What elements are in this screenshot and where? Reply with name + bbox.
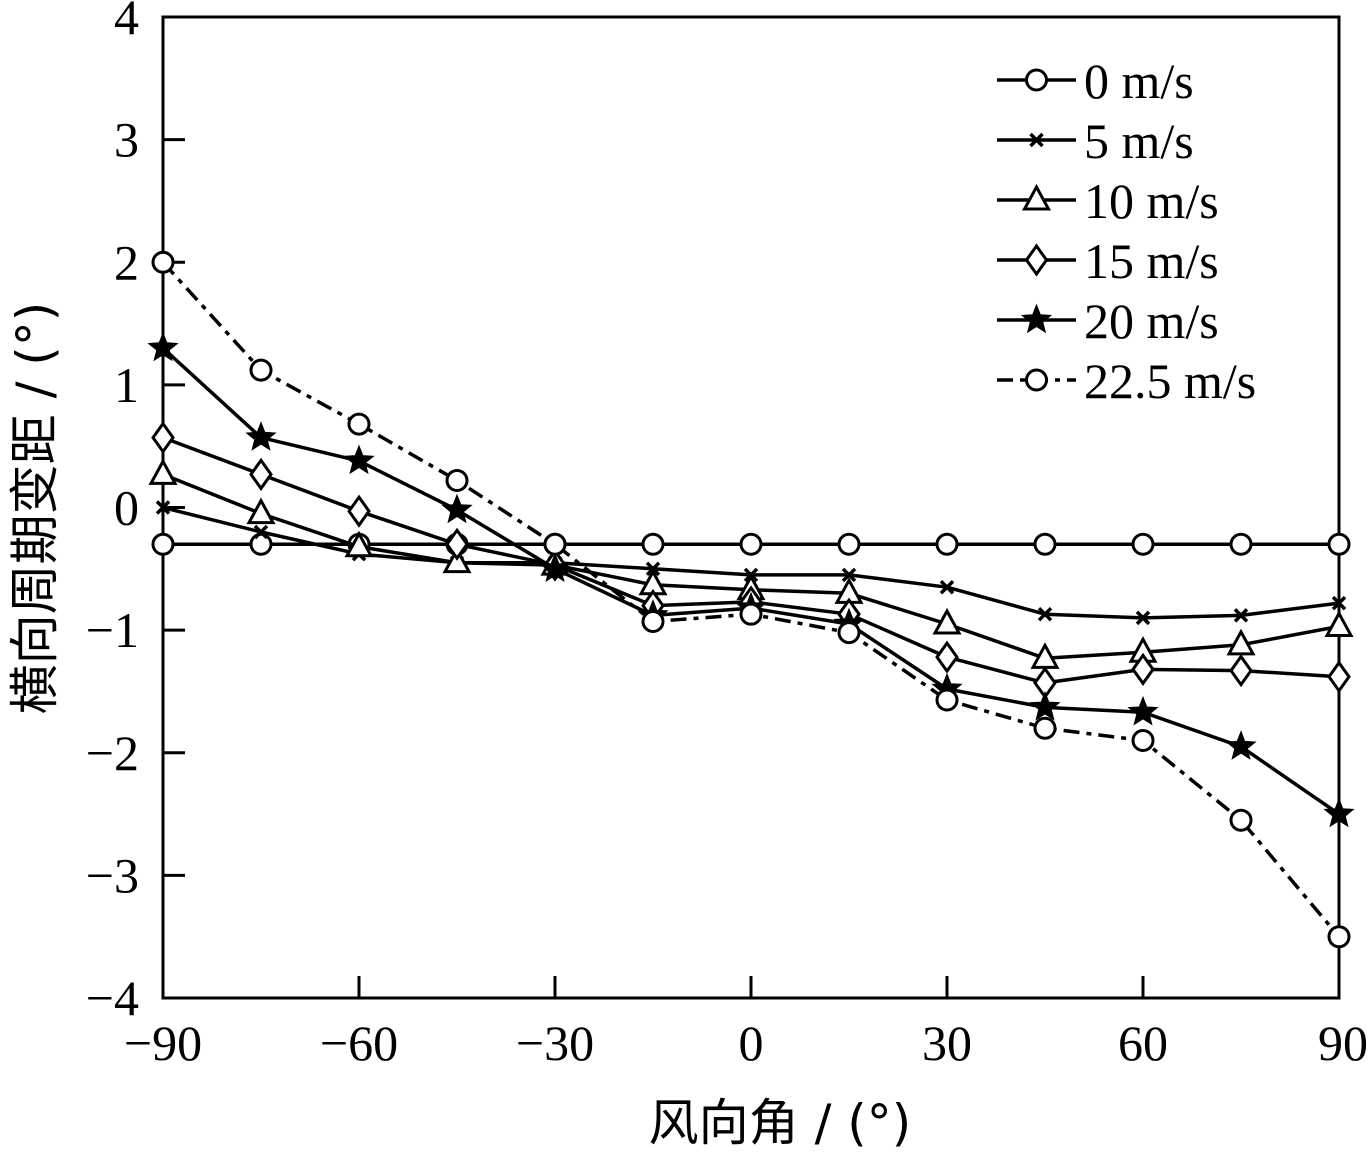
legend: 0 m/s5 m/s10 m/s15 m/s20 m/s22.5 m/s	[997, 53, 1256, 409]
data-point	[739, 602, 763, 626]
data-point	[539, 552, 571, 583]
data-point	[343, 444, 375, 475]
y-tick-label: −1	[86, 602, 139, 658]
data-point	[1037, 606, 1053, 622]
legend-label: 0 m/s	[1084, 53, 1194, 109]
legend-label: 15 m/s	[1084, 233, 1219, 289]
y-tick-label: 4	[114, 0, 139, 45]
data-point	[347, 494, 371, 528]
data-point	[155, 500, 171, 515]
series-4	[151, 421, 1351, 700]
legend-item: 0 m/s	[997, 53, 1194, 109]
legend-marker	[1020, 303, 1053, 334]
x-axis-title: 风向角 / (°)	[649, 1094, 912, 1152]
data-point	[1327, 660, 1351, 694]
data-point	[151, 250, 175, 274]
series-layer	[147, 250, 1355, 949]
legend-label: 22.5 m/s	[1084, 353, 1256, 409]
data-point	[151, 421, 175, 455]
y-tick-label: 0	[114, 480, 139, 536]
legend-marker	[1024, 243, 1049, 277]
data-point	[1229, 532, 1253, 556]
legend-marker	[1021, 183, 1052, 211]
data-point	[344, 530, 374, 558]
data-point	[445, 469, 469, 493]
y-tick-label: 3	[114, 112, 139, 168]
legend-item: 15 m/s	[997, 233, 1219, 289]
legend-label: 20 m/s	[1084, 293, 1219, 349]
data-point	[1033, 532, 1057, 556]
data-point	[445, 527, 469, 561]
data-point	[148, 458, 178, 485]
data-point	[441, 493, 473, 524]
data-point	[935, 532, 959, 556]
legend-item: 20 m/s	[997, 293, 1219, 349]
x-tick-label: −30	[516, 1015, 594, 1071]
legend-marker	[1025, 368, 1048, 392]
legend-marker	[1029, 132, 1044, 148]
data-point	[939, 579, 955, 595]
data-point	[246, 497, 276, 525]
data-point	[1331, 595, 1347, 611]
legend-marker	[1025, 68, 1048, 92]
legend-item: 10 m/s	[997, 173, 1219, 229]
data-point	[935, 640, 959, 674]
data-point	[253, 524, 269, 540]
series-line	[162, 435, 1340, 685]
data-point	[1229, 654, 1253, 688]
data-point	[641, 610, 665, 634]
data-point	[1327, 925, 1351, 949]
series-6	[151, 250, 1351, 949]
data-point	[1323, 797, 1355, 828]
data-point	[1226, 628, 1256, 656]
data-point	[932, 607, 962, 635]
data-point	[641, 532, 665, 556]
data-point	[1033, 716, 1057, 740]
legend-item: 5 m/s	[997, 113, 1194, 169]
y-tick-label: −3	[86, 847, 139, 903]
x-tick-label: 30	[922, 1015, 972, 1071]
legend-label: 5 m/s	[1084, 113, 1194, 169]
data-point	[935, 688, 959, 712]
y-tick-label: −4	[86, 970, 139, 1026]
data-point	[1327, 532, 1351, 556]
data-point	[249, 358, 273, 382]
data-point	[147, 331, 179, 362]
data-point	[1229, 808, 1253, 832]
x-tick-label: 60	[1118, 1015, 1168, 1071]
data-point	[739, 532, 763, 556]
data-point	[1131, 728, 1155, 752]
data-point	[1135, 610, 1151, 626]
legend-label: 10 m/s	[1084, 173, 1219, 229]
x-tick-label: −90	[124, 1015, 202, 1071]
data-point	[1131, 532, 1155, 556]
data-point	[151, 532, 175, 556]
x-tick-label: 0	[739, 1015, 764, 1071]
data-point	[841, 567, 857, 583]
data-point	[1225, 730, 1257, 760]
data-point	[1131, 652, 1155, 686]
y-tick-label: −2	[86, 725, 139, 781]
data-point	[245, 421, 277, 451]
y-tick-label: 2	[114, 234, 139, 290]
data-point	[1127, 695, 1159, 726]
axis-tick-labels: −4 −3 −2 −1 0 1 2 3 4 −90 −60 −30 0 30 60 90	[86, 0, 1368, 1071]
data-point	[837, 621, 861, 645]
y-tick-label: 1	[114, 357, 139, 413]
x-tick-label: −60	[320, 1015, 398, 1071]
series-3	[148, 458, 1354, 669]
data-point	[1324, 610, 1354, 637]
data-point	[249, 532, 273, 556]
data-point	[1029, 691, 1061, 721]
data-point	[543, 532, 567, 556]
data-point	[347, 412, 371, 436]
x-tick-label: 90	[1318, 1015, 1368, 1071]
data-point	[837, 532, 861, 556]
legend-item: 22.5 m/s	[997, 353, 1256, 409]
y-axis-title: 横向周期变距 / (°)	[6, 302, 64, 715]
data-point	[1233, 608, 1249, 623]
data-point	[249, 457, 273, 491]
